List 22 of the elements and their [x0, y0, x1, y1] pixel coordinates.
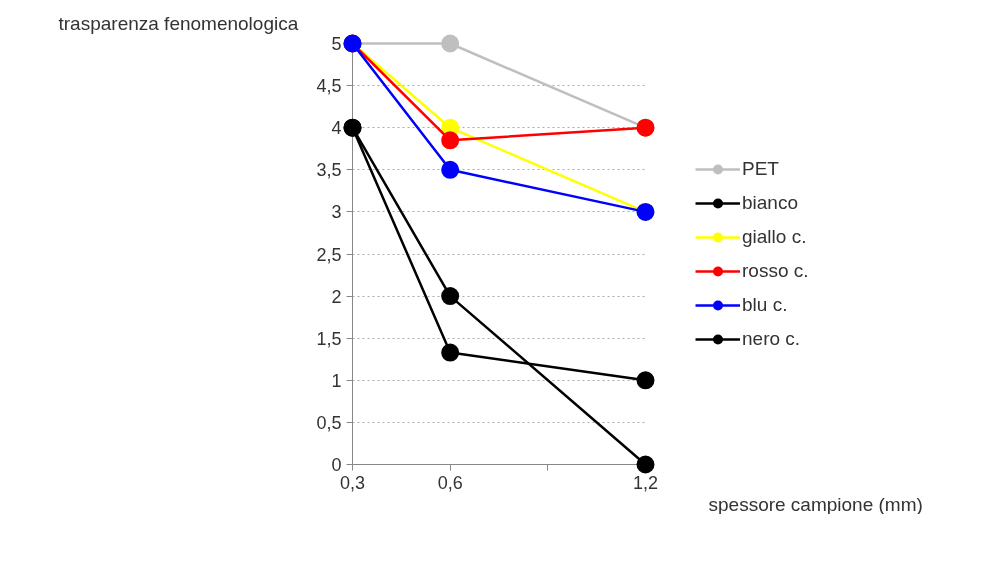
x-tick-label: 1,2 — [632, 472, 659, 493]
y-tick-label: 1 — [331, 370, 342, 391]
y-tick-label: 2,5 — [316, 244, 342, 265]
y-tick-label: 3 — [331, 202, 342, 223]
legend-label: nero c. — [742, 327, 801, 350]
y-tick-label: 1,5 — [316, 328, 342, 349]
y-axis-title: trasparenza fenomenologica — [58, 12, 299, 34]
legend-label: PET — [742, 157, 779, 180]
x-tick-label: 0,3 — [339, 472, 366, 493]
x-axis-title: spessore campione (mm) — [708, 493, 923, 515]
y-tick-label: 0 — [331, 455, 342, 475]
y-tick-label: 5 — [331, 34, 342, 54]
y-tick-label: 0,5 — [316, 412, 342, 433]
legend-label: blu c. — [742, 293, 788, 316]
legend-label: giallo c. — [742, 225, 807, 248]
y-tick-label: 2 — [331, 286, 342, 307]
y-tick-label: 4,5 — [316, 76, 342, 97]
y-tick-label: 3,5 — [316, 160, 342, 181]
y-tick-label: 4 — [331, 118, 342, 139]
x-tick-label: 0,6 — [437, 472, 463, 493]
legend-label: rosso c. — [742, 259, 809, 282]
legend-label: bianco — [742, 191, 798, 214]
